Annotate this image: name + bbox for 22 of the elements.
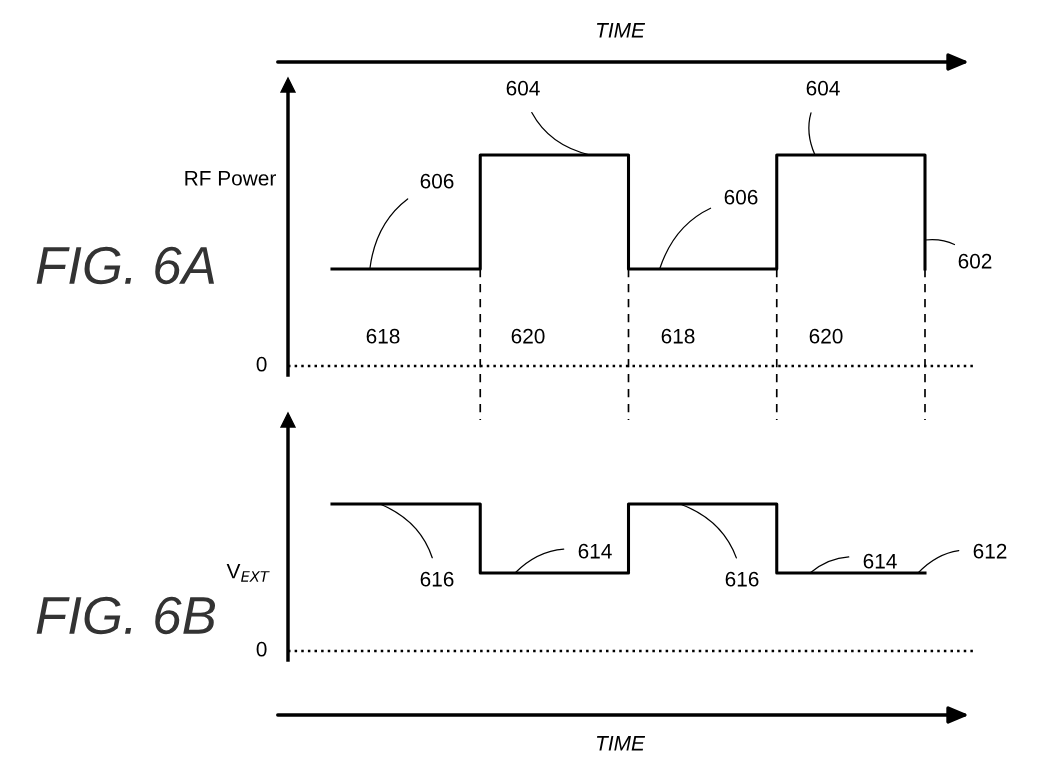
annotation: 602: [958, 253, 992, 269]
text: FIG. 6A: [36, 246, 214, 285]
ref-line-label: 0: [256, 356, 267, 372]
annotation: 620: [809, 328, 843, 344]
annotation: 612: [973, 543, 1007, 559]
y-axis-title: RF Power: [185, 171, 276, 186]
annotation: 616: [420, 571, 454, 587]
text: 604: [506, 80, 540, 96]
annotation: 614: [863, 553, 897, 569]
x-axis-title: TIME: [596, 736, 646, 751]
annotation: 618: [661, 328, 695, 344]
y-axis-title: V$_{EXT}$: [226, 564, 270, 582]
text: 604: [806, 80, 840, 96]
annotation: 616: [725, 571, 759, 587]
annotation: 618: [366, 328, 400, 344]
annotation: 620: [511, 328, 545, 344]
x-axis-title: TIME: [596, 23, 646, 38]
annotation: 606: [420, 173, 454, 189]
text: FIG. 6B: [36, 596, 216, 635]
ref-line-label: 0: [256, 641, 267, 657]
annotation: 614: [578, 543, 612, 559]
annotation: 606: [724, 189, 758, 205]
